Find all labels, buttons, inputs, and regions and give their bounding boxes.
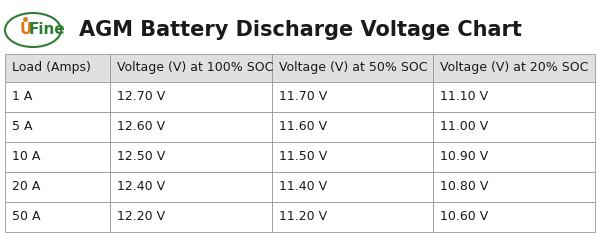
Text: 5 A: 5 A [12,120,32,133]
Text: AGM Battery Discharge Voltage Chart: AGM Battery Discharge Voltage Chart [79,20,521,40]
Text: 11.60 V: 11.60 V [278,120,327,133]
Text: 12.50 V: 12.50 V [117,150,165,163]
Ellipse shape [5,13,61,47]
Text: Voltage (V) at 20% SOC: Voltage (V) at 20% SOC [440,61,589,74]
Bar [433,54,595,82]
Text: 1 A: 1 A [12,90,32,103]
Bar [272,202,433,232]
Bar [272,112,433,142]
Bar [110,202,272,232]
Bar [433,202,595,232]
Bar [433,172,595,202]
Bar [5,112,110,142]
Text: Load (Amps): Load (Amps) [12,61,91,74]
Text: 10 A: 10 A [12,150,40,163]
Bar [110,82,272,112]
Text: 50 A: 50 A [12,210,41,223]
Text: Voltage (V) at 50% SOC: Voltage (V) at 50% SOC [278,61,427,74]
Text: 11.20 V: 11.20 V [278,210,327,223]
Text: 10.80 V: 10.80 V [440,180,489,193]
Text: 12.20 V: 12.20 V [117,210,165,223]
Text: 10.90 V: 10.90 V [440,150,488,163]
Bar [110,142,272,172]
Bar [5,142,110,172]
Text: 12.70 V: 12.70 V [117,90,165,103]
Bar [433,112,595,142]
Text: 10.60 V: 10.60 V [440,210,488,223]
Text: 20 A: 20 A [12,180,40,193]
Text: 12.40 V: 12.40 V [117,180,165,193]
Bar [272,54,433,82]
Bar [433,82,595,112]
Text: 11.70 V: 11.70 V [278,90,327,103]
Bar [5,54,110,82]
Bar [5,172,110,202]
Bar [110,172,272,202]
Bar [110,54,272,82]
Text: 11.40 V: 11.40 V [278,180,327,193]
Text: Voltage (V) at 100% SOC: Voltage (V) at 100% SOC [117,61,274,74]
Bar [272,82,433,112]
Text: 11.50 V: 11.50 V [278,150,327,163]
Bar [5,82,110,112]
Bar [5,202,110,232]
Text: 11.00 V: 11.00 V [440,120,488,133]
Bar [433,142,595,172]
Bar [272,172,433,202]
Text: 11.10 V: 11.10 V [440,90,488,103]
Bar [272,142,433,172]
Text: Fine: Fine [29,23,66,37]
Text: U: U [20,23,32,37]
Text: 12.60 V: 12.60 V [117,120,165,133]
Bar [110,112,272,142]
